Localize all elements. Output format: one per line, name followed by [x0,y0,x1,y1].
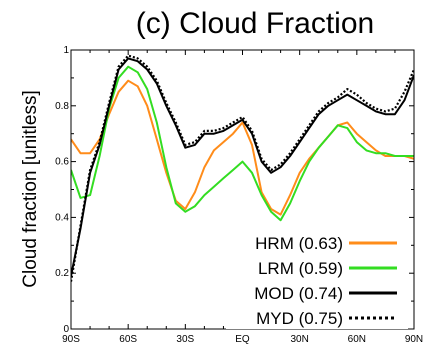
series-line-1 [71,65,414,222]
x-tick-label-2: 30S [176,334,194,345]
legend-bg-3 [226,306,408,329]
y-axis-label: Cloud fraction [unitless] [20,90,41,288]
x-tick-label-4: 30N [290,334,308,345]
x-tick-label-3: EQ [235,334,250,345]
x-tick-label-5: 60N [348,334,366,345]
chart-title: (c) Cloud Fraction [136,7,374,40]
x-tick-label-0: 90S [62,334,80,345]
y-tick-label-3: 0.6 [55,157,69,168]
x-tick-label-6: 90N [405,334,423,345]
y-tick-label-4: 0.8 [55,101,69,112]
legend-label-1: LRM (0.59) [258,259,343,278]
plot-area: 90S 60S 30S EQ 30N 60N 90N 0 0.2 0.4 0.6 0.8 1 [55,45,423,345]
legend-bg-0 [226,231,408,254]
legend-bg-2 [226,281,408,304]
legend-label-3: MYD (0.75) [256,309,343,328]
legend-label-0: HRM (0.63) [255,234,343,253]
y-tick-label-1: 0.2 [55,268,69,279]
y-tick-label-2: 0.4 [55,212,69,223]
legend-bg-1 [226,256,408,279]
y-tick-label-0: 0 [63,324,69,335]
y-tick-label-5: 1 [63,45,69,56]
legend: HRM (0.63) LRM (0.59) MOD (0.74) MYD (0.75) [226,231,408,329]
legend-label-2: MOD (0.74) [254,284,343,303]
series-line-2 [71,57,414,277]
x-tick-label-1: 60S [119,334,137,345]
series-line-0 [71,79,414,216]
